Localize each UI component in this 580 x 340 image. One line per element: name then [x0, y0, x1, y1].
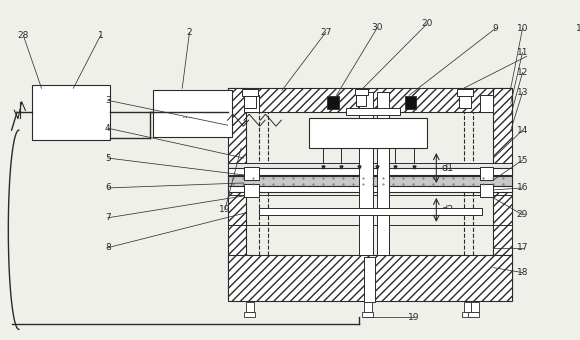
- Bar: [462, 312, 473, 318]
- Text: 28: 28: [18, 31, 29, 40]
- Bar: [457, 89, 473, 96]
- Bar: [227, 163, 512, 175]
- Text: 29: 29: [517, 210, 528, 219]
- Bar: [244, 95, 259, 112]
- Text: 19: 19: [408, 313, 419, 322]
- Text: 30: 30: [372, 23, 383, 32]
- Bar: [359, 92, 373, 255]
- Text: 8: 8: [105, 243, 111, 252]
- Text: 1: 1: [97, 31, 103, 40]
- Bar: [364, 257, 375, 303]
- Text: 9: 9: [492, 24, 498, 33]
- Bar: [242, 89, 258, 96]
- Text: 7: 7: [105, 213, 111, 222]
- Bar: [244, 312, 255, 318]
- Text: 14: 14: [517, 126, 528, 135]
- Bar: [227, 168, 512, 175]
- Text: 6: 6: [105, 183, 111, 192]
- Bar: [227, 186, 512, 192]
- Text: 4: 4: [105, 124, 111, 133]
- Bar: [346, 108, 400, 115]
- Bar: [459, 96, 471, 108]
- Bar: [227, 255, 512, 302]
- Text: 19: 19: [219, 205, 231, 214]
- Bar: [404, 96, 416, 109]
- Bar: [480, 95, 494, 112]
- Bar: [494, 88, 512, 300]
- Bar: [153, 90, 232, 137]
- Text: · · · · ·: · · · · ·: [358, 137, 378, 143]
- Text: 5: 5: [105, 154, 111, 163]
- Bar: [357, 95, 367, 106]
- Bar: [244, 96, 256, 108]
- Text: ...: ...: [182, 110, 192, 120]
- Bar: [362, 312, 373, 318]
- Bar: [463, 303, 472, 312]
- Bar: [227, 176, 512, 186]
- Text: 3: 3: [105, 96, 111, 105]
- Text: 16: 16: [517, 183, 528, 192]
- Text: 18: 18: [517, 268, 528, 277]
- Text: 11: 11: [576, 24, 580, 33]
- Bar: [259, 208, 481, 215]
- Text: 11: 11: [517, 48, 528, 57]
- Bar: [354, 89, 368, 95]
- Bar: [227, 88, 512, 112]
- Bar: [32, 85, 110, 140]
- Bar: [468, 312, 479, 318]
- Text: d1: d1: [442, 163, 454, 173]
- Bar: [471, 303, 478, 312]
- Bar: [480, 184, 494, 197]
- Bar: [309, 118, 427, 148]
- Text: d2: d2: [442, 205, 454, 215]
- Text: 10: 10: [517, 24, 528, 33]
- Bar: [244, 184, 259, 197]
- Text: 15: 15: [517, 155, 528, 165]
- Text: 27: 27: [320, 28, 331, 37]
- Bar: [327, 96, 339, 109]
- Bar: [378, 92, 389, 255]
- Bar: [227, 88, 246, 300]
- Text: 17: 17: [517, 243, 528, 252]
- Bar: [244, 167, 259, 180]
- Text: 13: 13: [517, 88, 528, 97]
- Bar: [480, 167, 494, 180]
- Bar: [364, 303, 372, 312]
- Text: 20: 20: [422, 19, 433, 28]
- Bar: [246, 303, 253, 312]
- Text: 12: 12: [517, 68, 528, 77]
- Text: 2: 2: [187, 28, 193, 37]
